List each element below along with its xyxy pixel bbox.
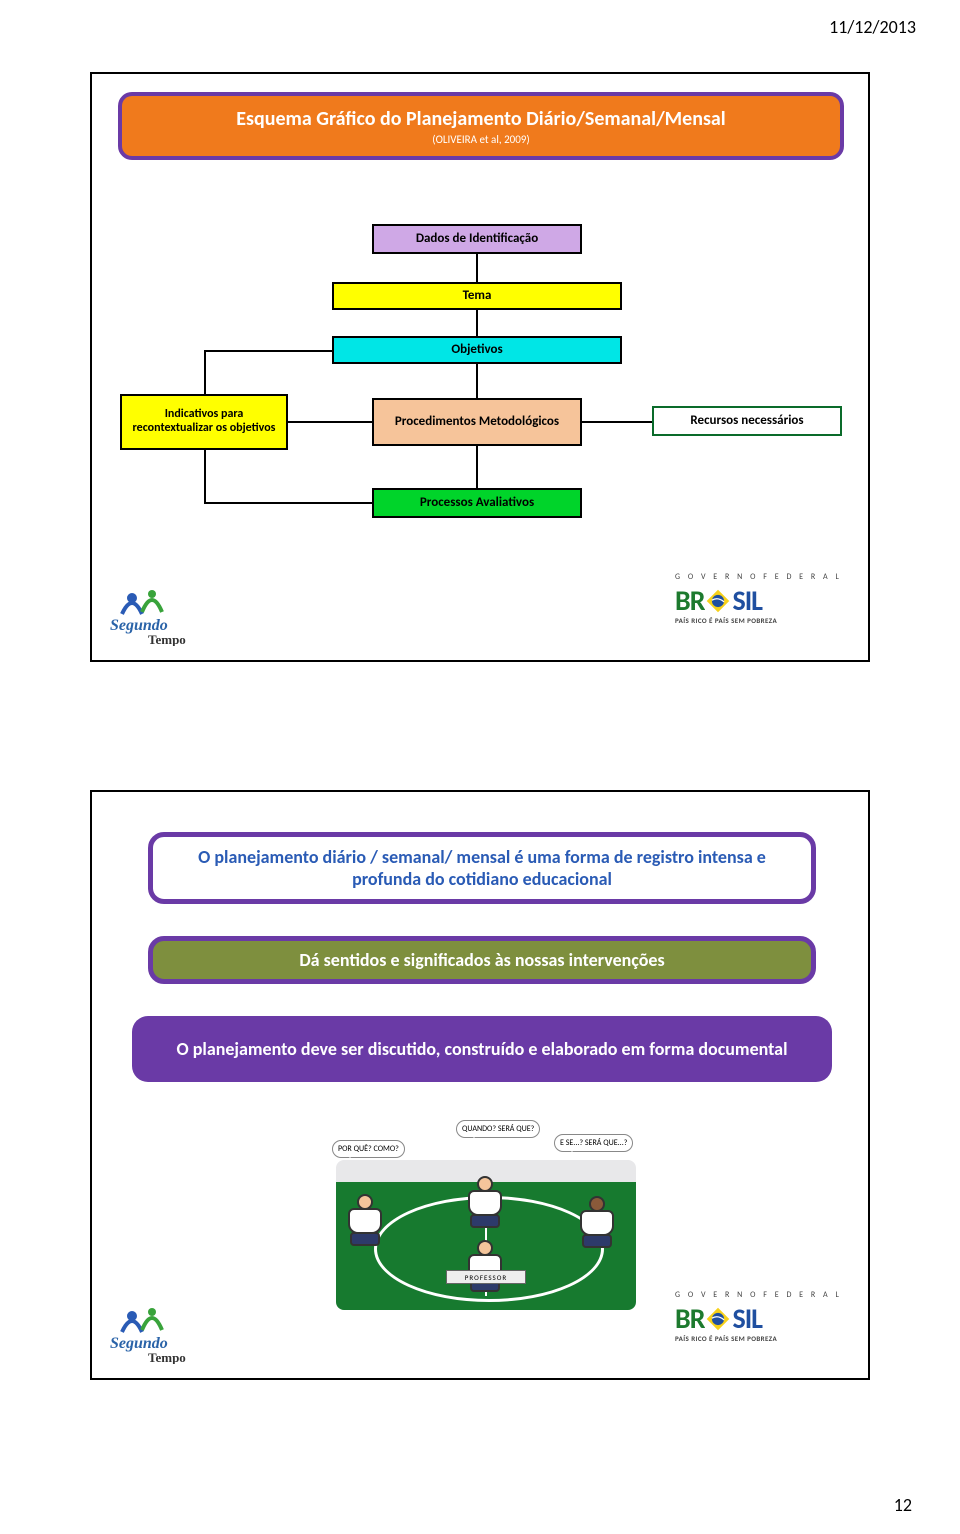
statement-1: O planejamento diário / semanal/ mensal … bbox=[148, 832, 816, 904]
connector bbox=[204, 350, 206, 394]
node-tema: Tema bbox=[332, 282, 622, 310]
brand-right: SIL bbox=[732, 583, 762, 618]
node-objetivos: Objetivos bbox=[332, 336, 622, 364]
brasil-tagline: PAÍS RICO É PAÍS SEM POBREZA bbox=[675, 616, 850, 625]
speech-bubble-2: QUANDO? SERÁ QUE? bbox=[456, 1120, 540, 1138]
diagram-title: Esquema Gráfico do Planejamento Diário/S… bbox=[236, 107, 725, 131]
segundo-tempo-logo: Segundo Tempo bbox=[110, 584, 220, 646]
brasil-flag-icon bbox=[705, 588, 731, 614]
diagram-title-bar: Esquema Gráfico do Planejamento Diário/S… bbox=[118, 92, 844, 160]
brasil-gov-logo: G O V E R N O F E D E R A L BR SIL PAÍS … bbox=[675, 1290, 850, 1360]
slide-statements: O planejamento diário / semanal/ mensal … bbox=[90, 790, 870, 1380]
brasil-tagline: PAÍS RICO É PAÍS SEM POBREZA bbox=[675, 1334, 850, 1343]
connector bbox=[204, 502, 372, 504]
connector bbox=[204, 350, 332, 352]
brasil-gov-logo: G O V E R N O F E D E R A L BR SIL PAÍS … bbox=[675, 572, 850, 642]
person-icon bbox=[574, 1194, 620, 1250]
date-header: 11/12/2013 bbox=[829, 16, 916, 38]
discussion-illustration: POR QUÊ? COMO? QUANDO? SERÁ QUE? E SE...… bbox=[336, 1120, 636, 1310]
slide-diagram: Esquema Gráfico do Planejamento Diário/S… bbox=[90, 72, 870, 662]
connector bbox=[204, 450, 206, 503]
speech-bubble-1: POR QUÊ? COMO? bbox=[332, 1140, 405, 1158]
gov-label: G O V E R N O F E D E R A L bbox=[675, 572, 850, 582]
diagram-subtitle: (OLIVEIRA et al, 2009) bbox=[432, 133, 529, 146]
node-indicativos: Indicativos para recontextualizar os obj… bbox=[120, 394, 288, 450]
node-avaliativos: Processos Avaliativos bbox=[372, 488, 582, 518]
professor-icon bbox=[462, 1238, 508, 1294]
brand-right: SIL bbox=[732, 1301, 762, 1336]
connector bbox=[582, 421, 652, 423]
svg-text:Tempo: Tempo bbox=[148, 1350, 186, 1364]
segundo-tempo-logo: Segundo Tempo bbox=[110, 1302, 220, 1364]
connector bbox=[476, 446, 478, 488]
connector bbox=[476, 364, 478, 398]
connector bbox=[476, 310, 478, 336]
statement-3: O planejamento deve ser discutido, const… bbox=[132, 1016, 832, 1082]
statement-2: Dá sentidos e significados às nossas int… bbox=[148, 936, 816, 984]
brand-left: BR bbox=[675, 1301, 704, 1336]
node-dados: Dados de Identificação bbox=[372, 224, 582, 254]
connector bbox=[476, 254, 478, 282]
svg-text:Tempo: Tempo bbox=[148, 632, 186, 646]
person-icon bbox=[342, 1192, 388, 1248]
node-recursos: Recursos necessários bbox=[652, 406, 842, 436]
gov-label: G O V E R N O F E D E R A L bbox=[675, 1290, 850, 1300]
speech-bubble-3: E SE...? SERÁ QUE...? bbox=[554, 1134, 633, 1152]
brasil-flag-icon bbox=[705, 1306, 731, 1332]
connector bbox=[288, 421, 372, 423]
person-icon bbox=[462, 1174, 508, 1230]
brand-left: BR bbox=[675, 583, 704, 618]
page-number: 12 bbox=[894, 1494, 912, 1516]
professor-label: PROFESSOR bbox=[446, 1270, 526, 1284]
node-procedimentos: Procedimentos Metodológicos bbox=[372, 398, 582, 446]
